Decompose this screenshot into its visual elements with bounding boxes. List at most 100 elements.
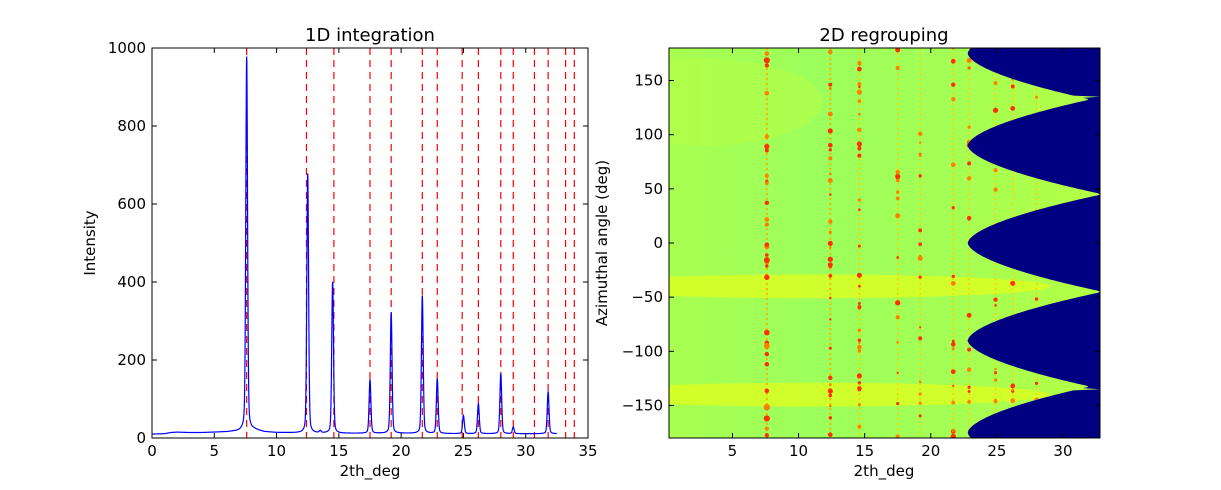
diffraction-spot [763,257,770,264]
diffraction-spot [856,141,862,147]
diffraction-spot [828,148,832,152]
diffraction-spot [950,58,956,64]
diffraction-spot [764,200,770,206]
diffraction-spot [858,341,861,345]
diffraction-spot [857,344,862,350]
y-tick-label: 1000 [108,39,146,57]
diffraction-spot [827,240,833,247]
diffraction-spot [950,280,956,286]
diffraction-spot [993,187,998,192]
diffraction-spot [764,433,770,438]
diffraction-spot [857,244,861,248]
diffraction-spot [857,89,862,94]
y-tick-label: 0 [136,429,146,447]
diffraction-spot [895,300,901,306]
diffraction-spot [857,424,862,429]
x-tick-label: 5 [728,442,738,460]
right-chart-title: 2D regrouping [819,25,948,46]
diffraction-spot [827,388,833,394]
diffraction-spot [764,351,770,357]
y-tick-label: −50 [631,288,663,306]
y-tick-label: 100 [634,126,663,144]
diffraction-spot [857,153,862,158]
diffraction-spot [966,312,972,318]
diffraction-spot [828,86,832,90]
y-tick-label: −100 [622,342,663,360]
diffraction-spot [764,173,769,179]
diffraction-spot [828,82,833,87]
diffraction-spot [828,273,833,278]
diffraction-spot [966,176,972,181]
diffraction-spot [994,371,998,375]
diffraction-spot [966,367,972,372]
y-tick-label: 0 [653,234,663,252]
diffraction-spot [896,371,899,374]
diffraction-spot [1010,106,1016,111]
diffraction-spot [993,399,998,404]
y-tick-label: 800 [117,117,146,135]
left-y-axis-label: Intensity [81,210,99,275]
diffraction-spot [967,390,971,394]
diffraction-spot [918,401,922,405]
x-tick-label: 20 [921,442,940,460]
diffraction-spot [857,146,862,151]
diffraction-spot [895,196,900,201]
diffraction-spot [827,256,833,262]
diffraction-spot [764,143,770,150]
x-tick-label: 20 [392,442,411,460]
diffraction-spot [764,222,769,227]
diffraction-spot [950,162,956,168]
diffraction-spot [918,414,922,418]
diffraction-spot [993,378,998,382]
diffraction-spot [828,416,832,420]
diffraction-spot [951,206,955,210]
diffraction-spot [765,253,769,257]
diffraction-spot [1034,297,1039,301]
diffraction-spot [951,97,956,102]
diffraction-spot [918,392,922,396]
diffraction-spot [951,347,955,351]
diffraction-spot [764,329,770,336]
right-x-axis-label: 2th_deg [854,462,915,481]
diffraction-spot [857,284,861,288]
left-x-axis-label: 2th_deg [340,462,401,481]
y-tick-label: 200 [117,351,146,369]
diffraction-spot [918,242,923,246]
x-tick-label: 25 [454,442,473,460]
diffraction-spot [1035,95,1038,99]
chart-2d-regrouping: 5 10 15 20 25 30 −150 −100 −50 0 50 100 150 2D regr… [593,25,1101,481]
diffraction-spot [857,127,862,133]
diffraction-spot [857,112,861,116]
diffraction-spot [765,264,769,268]
diffraction-spot [829,246,832,249]
diffraction-spot [764,217,770,222]
diffraction-spot [857,328,862,332]
diffraction-spot [895,169,900,175]
diffraction-spot [896,401,900,406]
diffraction-spot [896,341,900,344]
diffraction-spot [763,57,770,64]
diffraction-spot [951,400,956,405]
diffraction-spot [1011,388,1015,392]
diffraction-spot [828,346,832,350]
diffraction-spot [992,107,999,113]
diffraction-spot [763,415,770,422]
diffraction-spot [1010,84,1015,89]
y-tick-label: 600 [117,195,146,213]
diffraction-spot [951,339,955,343]
diffraction-spot [857,66,862,72]
diffraction-spot [827,432,833,438]
diffraction-spot [918,275,922,279]
diffraction-spot [764,274,770,280]
diffraction-spot [967,347,972,352]
diffraction-spot [993,297,998,302]
y-tick-label: −150 [622,397,663,415]
x-tick-label: 5 [210,442,220,460]
x-tick-label: 15 [855,442,874,460]
diffraction-spot [967,161,972,166]
diffraction-spot [967,399,972,404]
diffraction-spot [828,219,833,224]
diffraction-spot [764,361,770,367]
diffraction-spot [763,403,770,411]
